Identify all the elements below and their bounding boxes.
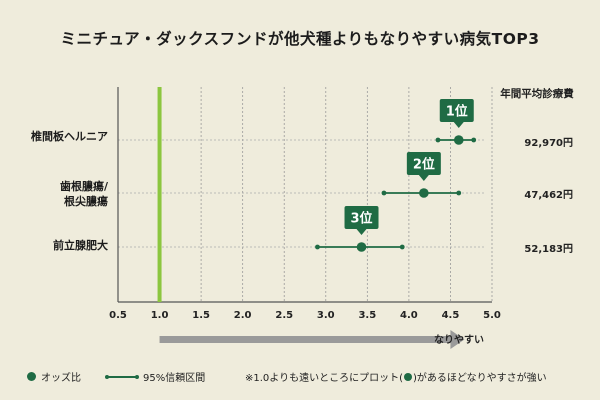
x-tick-label-2.5: 2.5 [275, 310, 293, 321]
x-tick-label-1.0: 1.0 [151, 310, 169, 321]
x-tick-label-4.5: 4.5 [442, 310, 460, 321]
ci-low-cap-3 [315, 244, 320, 250]
ci-interval-icon [105, 372, 139, 381]
cost-column-header: 年間平均診療費 [500, 88, 574, 100]
rank-badge-1 [439, 99, 474, 122]
ci-low-cap-1 [435, 137, 441, 143]
legend-odds: オッズ比 [27, 369, 81, 384]
direction-arrow-head [450, 330, 465, 349]
x-tick-label-2.0: 2.0 [234, 310, 252, 321]
x-tick-label-3.0: 3.0 [317, 310, 335, 321]
cost-value-3: 52,183円 [524, 244, 573, 255]
rank-badge-pointer-1 [453, 122, 464, 128]
cost-value-1: 92,970円 [524, 138, 573, 149]
x-tick-label-0.5: 0.5 [109, 310, 127, 321]
rank-badge-pointer-3 [356, 229, 367, 235]
odds-marker-icon [27, 372, 36, 381]
row-label-2-line2: 根尖膿瘍 [64, 195, 108, 208]
odds-point-1 [453, 135, 464, 145]
legend-note: ※1.0よりも遠いところにプロット( )があるほどなりやすさが強い [245, 369, 547, 384]
ci-high-cap-2 [456, 190, 462, 196]
legend-odds-label: オッズ比 [41, 373, 81, 384]
note-marker-icon [403, 372, 412, 381]
chart-title: ミニチュア・ダックスフンドが他犬種よりもなりやすい病気TOP3 [60, 30, 540, 48]
ci-low-cap-2 [381, 190, 387, 196]
rank-label-1: 1位 [446, 104, 468, 120]
cost-value-2: 47,462円 [524, 190, 573, 201]
direction-arrow-label: なりやすい [434, 334, 484, 346]
ci-high-cap-1 [471, 137, 477, 143]
direction-arrow-shaft [159, 336, 451, 343]
rank-badge-pointer-2 [418, 175, 429, 181]
rank-label-2: 2位 [413, 157, 435, 173]
x-tick-label-4.0: 4.0 [400, 310, 418, 321]
legend-ci-label: 95%信頼区間 [143, 373, 206, 384]
x-tick-label-1.5: 1.5 [192, 310, 210, 321]
row-label-1-text: 椎間板ヘルニア [31, 130, 108, 143]
row-label-2: 歯根膿瘍/ 根尖膿瘍 [60, 179, 108, 209]
legend-note-before: ※1.0よりも遠いところにプロット( [245, 373, 403, 384]
rank-badge-2 [406, 152, 441, 175]
row-label-3-text: 前立腺肥大 [53, 239, 108, 252]
rank-badge-3 [344, 206, 379, 229]
ci-high-cap-3 [399, 244, 405, 250]
legend-note-after: )があるほどなりやすさが強い [412, 373, 547, 384]
x-tick-label-5.0: 5.0 [483, 310, 501, 321]
row-label-1: 椎間板ヘルニア [31, 129, 108, 144]
odds-point-3 [356, 242, 367, 252]
row-label-3: 前立腺肥大 [53, 238, 108, 253]
row-label-2-line1: 歯根膿瘍/ [59, 180, 108, 193]
x-tick-label-3.5: 3.5 [358, 310, 376, 321]
legend-ci: 95%信頼区間 [105, 369, 205, 384]
rank-label-3: 3位 [350, 211, 372, 227]
odds-point-2 [419, 188, 429, 198]
